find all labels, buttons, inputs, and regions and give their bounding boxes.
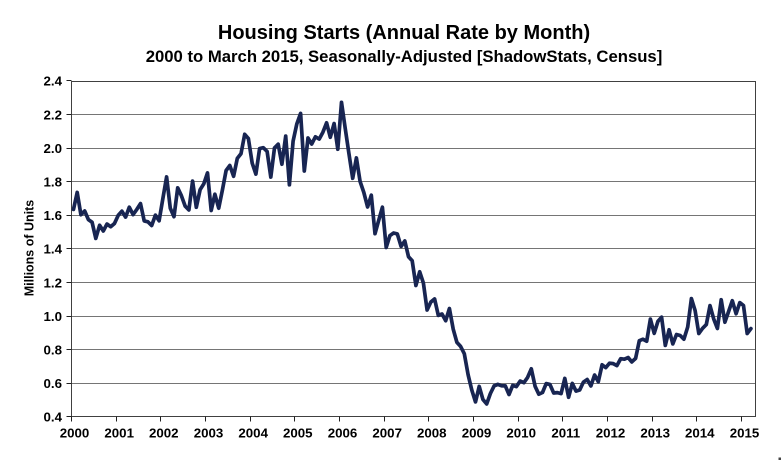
- svg-text:0.8: 0.8: [44, 343, 63, 358]
- svg-text:1.6: 1.6: [44, 208, 63, 223]
- svg-text:2015: 2015: [730, 425, 760, 440]
- svg-text:0.4: 0.4: [44, 410, 63, 425]
- svg-text:2000: 2000: [60, 425, 90, 440]
- svg-text:2.4: 2.4: [44, 74, 63, 89]
- svg-text:2.2: 2.2: [44, 107, 63, 122]
- svg-text:Millions of Units: Millions of Units: [23, 200, 37, 297]
- svg-text:2008: 2008: [417, 425, 447, 440]
- svg-text:2011: 2011: [551, 425, 580, 440]
- svg-text:2014: 2014: [685, 425, 715, 440]
- svg-text:2009: 2009: [462, 425, 492, 440]
- svg-text:2003: 2003: [194, 425, 224, 440]
- svg-text:2004: 2004: [238, 425, 268, 440]
- svg-text:2012: 2012: [596, 425, 626, 440]
- svg-text:2001: 2001: [104, 425, 134, 440]
- svg-text:2000 to March 2015, Seasonally: 2000 to March 2015, Seasonally-Adjusted …: [146, 47, 663, 66]
- svg-text:2010: 2010: [506, 425, 536, 440]
- svg-text:1.0: 1.0: [44, 309, 63, 324]
- svg-text:1.4: 1.4: [44, 242, 63, 257]
- svg-text:2007: 2007: [372, 425, 402, 440]
- svg-text:0.6: 0.6: [44, 376, 63, 391]
- svg-text:2013: 2013: [640, 425, 670, 440]
- svg-text:1.2: 1.2: [44, 275, 63, 290]
- svg-text:Housing Starts (Annual Rate by: Housing Starts (Annual Rate by Month): [218, 22, 590, 44]
- svg-text:2006: 2006: [328, 425, 358, 440]
- svg-text:2.0: 2.0: [44, 141, 63, 156]
- svg-text:2002: 2002: [149, 425, 179, 440]
- svg-text:1.8: 1.8: [44, 175, 63, 190]
- svg-text:2005: 2005: [283, 425, 313, 440]
